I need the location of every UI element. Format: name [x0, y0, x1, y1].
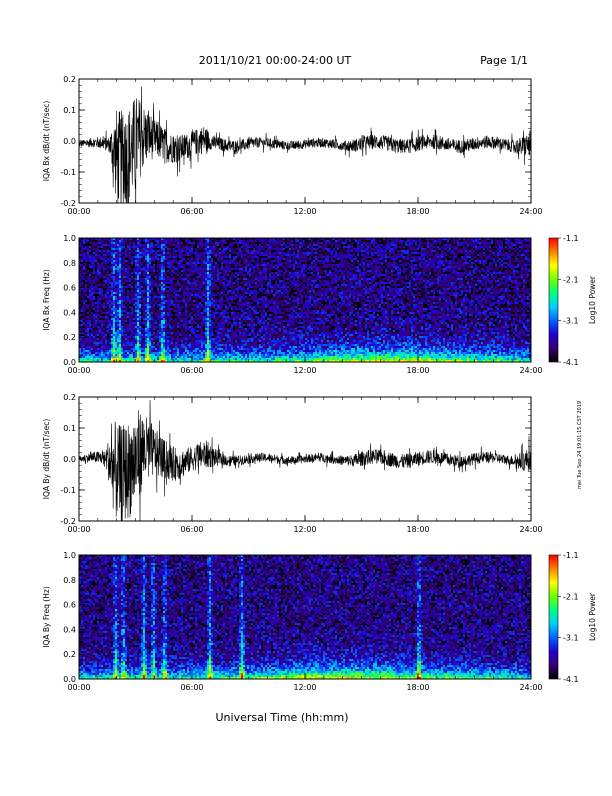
x-axis-label: Universal Time (hh:mm)	[216, 711, 349, 724]
y-axis-label: IQA Bx dB/dt (nT/sec)	[42, 101, 51, 182]
x-tick-label: 18:00	[406, 683, 429, 692]
y-axis-label: IQA By dB/dt (nT/sec)	[42, 419, 51, 500]
y-tick-label: 0.6	[63, 284, 76, 293]
y-tick-label: 0.2	[63, 650, 76, 659]
panels-group: 00:00 06:00 12:00 18:00 24:00 0.2 0.1 0.0 -0.1 -0…	[42, 75, 597, 692]
x-tick-label: 24:00	[519, 683, 542, 692]
colorbar	[548, 237, 559, 363]
y-tick-label: 0.8	[63, 576, 76, 585]
colorbar-label: Log10 Power	[588, 275, 597, 324]
x-tick-label: 24:00	[519, 366, 542, 375]
y-tick-label: 0.2	[63, 75, 76, 84]
y-tick-label: -0.2	[60, 517, 76, 526]
x-tick-label: 06:00	[180, 366, 203, 375]
y-tick-label: 0.0	[63, 675, 76, 684]
y-tick-label: -0.1	[60, 168, 76, 177]
figure-title: 2011/10/21 00:00-24:00 UT	[199, 54, 352, 67]
x-tick-label: 24:00	[519, 525, 542, 534]
x-tick-label: 18:00	[406, 366, 429, 375]
colorbar-tick-label: -1.1	[563, 551, 579, 560]
y-tick-label: 0.8	[63, 259, 76, 268]
x-tick-label: 06:00	[180, 207, 203, 216]
colorbar-tick-label: -3.1	[563, 634, 579, 643]
y-tick-label: 0.1	[63, 106, 76, 115]
colorbar-tick-label: -1.1	[563, 234, 579, 243]
y-tick-label: 0.4	[63, 625, 76, 634]
x-tick-label: 00:00	[67, 683, 90, 692]
y-axis-label: IQA Bx Freq (Hz)	[42, 269, 51, 331]
colorbar-tick-label: -4.1	[563, 675, 579, 684]
series-line	[79, 86, 531, 203]
chart-panel-3: 00:00 06:00 12:00 18:00 24:00 0.2 0.1 0.0 -0.1 -0…	[42, 393, 543, 534]
y-tick-label: 0.4	[63, 308, 76, 317]
x-tick-label: 18:00	[406, 207, 429, 216]
series-line	[79, 399, 531, 521]
y-tick-label: -0.2	[60, 199, 76, 208]
x-tick-label: 00:00	[67, 525, 90, 534]
y-tick-label: -0.1	[60, 486, 76, 495]
y-tick-label: 0.6	[63, 601, 76, 610]
x-tick-label: 18:00	[406, 525, 429, 534]
y-tick-label: 0.2	[63, 333, 76, 342]
y-tick-label: 0.0	[63, 455, 76, 464]
x-tick-label: 24:00	[519, 207, 542, 216]
colorbar	[548, 554, 559, 680]
x-tick-label: 00:00	[67, 207, 90, 216]
colorbar-label: Log10 Power	[588, 592, 597, 641]
x-tick-label: 12:00	[293, 366, 316, 375]
y-axis-label: IQA By Freq (Hz)	[42, 586, 51, 648]
chart-panel-1: 00:00 06:00 12:00 18:00 24:00 0.2 0.1 0.0 -0.1 -0…	[42, 75, 543, 216]
colorbar-tick-label: -3.1	[563, 317, 579, 326]
y-tick-label: 0.0	[63, 358, 76, 367]
colorbar-tick-label: -4.1	[563, 358, 579, 367]
x-tick-label: 12:00	[293, 525, 316, 534]
colorbar-tick-label: -2.1	[563, 275, 579, 284]
spectrogram-image	[79, 238, 531, 362]
generation-stamp: mei Tue Sep 24 19:01:15 CST 2019	[577, 401, 583, 489]
x-tick-label: 12:00	[293, 683, 316, 692]
chart-panel-2: -1.1 -2.1 -3.1 -4.1 Log10 Power 00:00 06:00 12:…	[42, 234, 597, 375]
y-tick-label: 0.1	[63, 424, 76, 433]
page-indicator: Page 1/1	[480, 54, 528, 67]
x-tick-label: 12:00	[293, 207, 316, 216]
y-tick-label: 1.0	[63, 551, 76, 560]
x-tick-label: 06:00	[180, 683, 203, 692]
y-tick-label: 0.2	[63, 393, 76, 402]
x-tick-label: 06:00	[180, 525, 203, 534]
y-tick-label: 1.0	[63, 234, 76, 243]
chart-panel-4: -1.1 -2.1 -3.1 -4.1 Log10 Power 00:00 06:00 12:…	[42, 551, 597, 692]
colorbar-tick-label: -2.1	[563, 592, 579, 601]
x-tick-label: 00:00	[67, 366, 90, 375]
spectrogram-image	[79, 555, 531, 679]
y-tick-label: 0.0	[63, 137, 76, 146]
